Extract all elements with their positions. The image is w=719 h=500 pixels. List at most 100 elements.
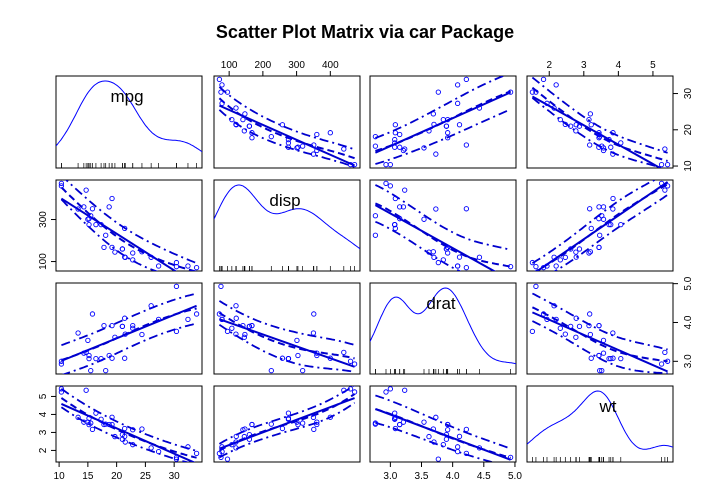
data-point — [456, 254, 463, 260]
data-point — [241, 334, 247, 340]
data-point — [246, 432, 253, 438]
data-point — [122, 225, 128, 231]
panel-frame — [526, 282, 674, 375]
data-point — [89, 206, 96, 212]
data-point — [600, 147, 607, 154]
data-point — [285, 136, 292, 143]
data-point — [596, 216, 602, 222]
data-point — [392, 122, 398, 128]
data-point — [397, 421, 403, 428]
data-point — [562, 254, 568, 260]
data-point — [242, 111, 248, 117]
data-point — [240, 427, 246, 433]
data-point — [456, 122, 463, 128]
tick-label: 4 — [38, 411, 49, 417]
panel-disp-vs-mpg — [55, 179, 203, 272]
data-point — [249, 421, 255, 428]
data-point — [507, 454, 514, 460]
data-point — [573, 315, 579, 321]
data-point — [392, 195, 398, 202]
panel-frame — [369, 75, 517, 169]
data-point — [568, 123, 574, 129]
data-point — [431, 121, 437, 128]
data-point — [249, 130, 255, 136]
data-point — [300, 143, 306, 149]
data-point — [294, 337, 300, 343]
data-point — [431, 439, 437, 445]
density-curve-drat — [370, 287, 516, 365]
data-point — [224, 89, 231, 95]
data-point — [383, 161, 389, 168]
data-point — [586, 322, 592, 329]
data-point — [551, 254, 557, 260]
smoother-lower — [61, 322, 197, 374]
data-point — [285, 144, 292, 150]
data-point — [249, 135, 255, 141]
data-point — [551, 105, 557, 111]
data-point — [240, 116, 246, 123]
data-point — [454, 100, 461, 106]
tick-label: 3.5 — [415, 471, 429, 482]
data-point — [233, 445, 239, 451]
data-point — [219, 100, 225, 106]
panel-mpg-vs-drat — [369, 75, 517, 169]
data-point — [311, 142, 317, 148]
data-point — [529, 89, 536, 95]
data-point — [185, 316, 191, 323]
data-point — [122, 254, 128, 260]
data-point — [430, 111, 436, 117]
smoother-upper — [218, 300, 355, 346]
data-point — [285, 415, 292, 422]
data-point — [101, 322, 107, 329]
data-point — [507, 89, 514, 95]
data-point — [476, 445, 483, 451]
tick-label: 3 — [38, 429, 49, 435]
data-point — [193, 311, 200, 317]
data-point — [89, 311, 96, 317]
data-point — [327, 130, 333, 136]
data-point — [109, 414, 115, 420]
data-point — [443, 123, 450, 129]
data-point — [310, 330, 317, 336]
chart-title: Scatter Plot Matrix via car Package — [216, 22, 514, 42]
regression-line — [219, 104, 355, 167]
data-point — [193, 264, 200, 271]
smoother-lower — [375, 421, 495, 462]
data-point — [433, 151, 439, 157]
panel-drat-vs-drat: drat — [369, 282, 517, 375]
data-point — [88, 367, 94, 374]
data-point — [295, 421, 301, 428]
data-point — [392, 136, 398, 143]
data-point — [173, 259, 180, 266]
data-point — [568, 323, 574, 330]
data-point — [400, 419, 407, 425]
data-point — [597, 232, 603, 238]
data-point — [454, 82, 461, 88]
density-curve-mpg — [56, 80, 202, 153]
data-point — [400, 147, 407, 154]
tick-label: 2 — [38, 447, 49, 453]
data-point — [351, 389, 358, 395]
data-point — [608, 355, 614, 362]
data-point — [456, 433, 463, 440]
data-point — [300, 420, 306, 426]
data-point — [341, 146, 347, 152]
smoother-line — [218, 311, 355, 360]
regression-line — [374, 204, 497, 271]
x-axis-drat-bottom: 3.0 3.5 4.0 4.5 5.0 — [383, 461, 522, 482]
data-point — [587, 206, 593, 212]
panel-mpg-vs-mpg: mpg — [55, 75, 203, 169]
data-point — [610, 195, 616, 202]
data-point — [587, 111, 594, 117]
data-point — [233, 303, 239, 309]
smoother-upper — [61, 292, 197, 347]
data-point — [155, 263, 162, 269]
data-point — [112, 433, 118, 440]
data-point — [173, 456, 180, 462]
data-point — [233, 439, 239, 445]
data-point — [440, 257, 446, 263]
data-point — [596, 135, 602, 141]
panel-mpg-vs-disp — [213, 75, 361, 169]
